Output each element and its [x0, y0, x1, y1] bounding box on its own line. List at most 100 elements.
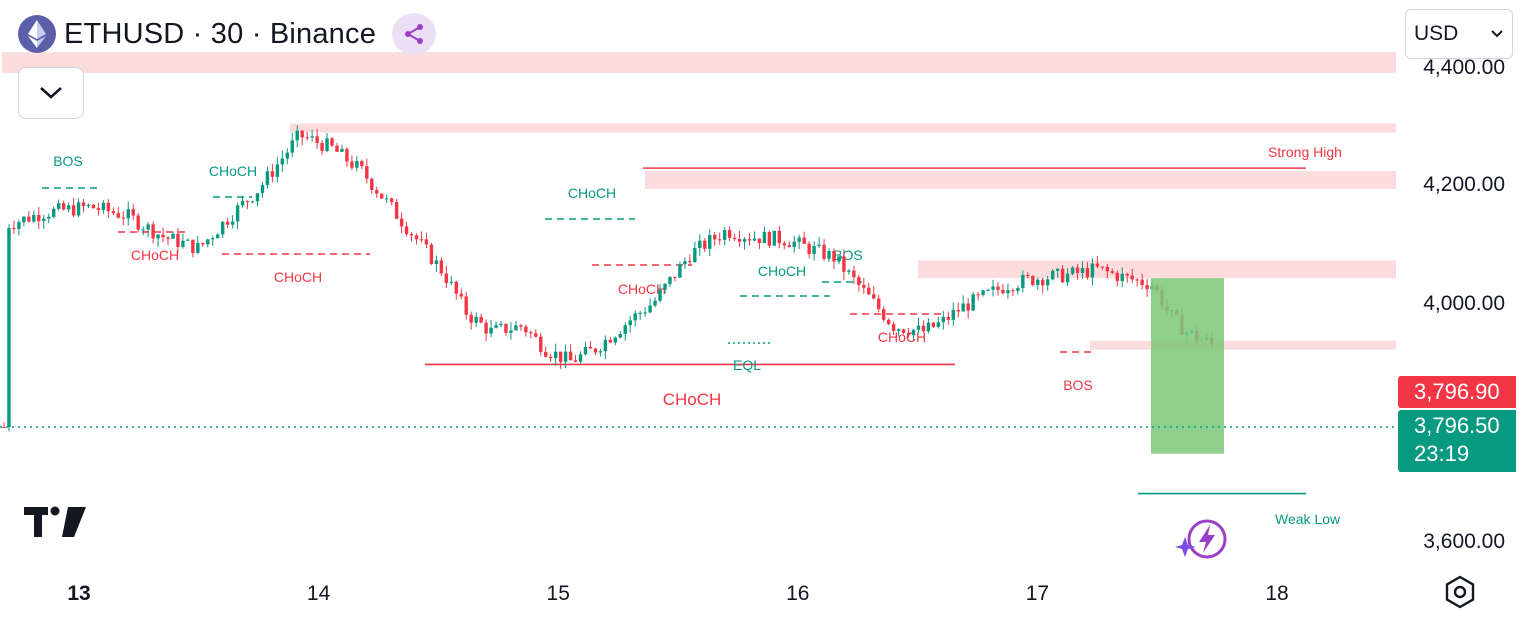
candle-body [7, 227, 11, 428]
symbol-title: ETHUSD · 30 · Binance [64, 17, 377, 50]
collapse-button[interactable] [18, 67, 84, 119]
candle-body [211, 238, 215, 240]
candle-body [573, 360, 578, 362]
settings-icon[interactable] [1443, 574, 1477, 615]
tradingview-logo[interactable] [24, 505, 88, 544]
candle-body [260, 184, 265, 194]
candle-body [1026, 275, 1030, 277]
y-axis-tick-label: 4,200.00 [1423, 173, 1505, 196]
candle-body [56, 203, 61, 209]
candle-body [499, 323, 503, 326]
candle-body [360, 161, 364, 167]
candle-body [270, 171, 275, 177]
candle-body [946, 316, 950, 320]
candle-body [961, 303, 965, 312]
candle-body [693, 248, 697, 263]
candle-body [414, 235, 419, 240]
candle-body [126, 209, 130, 219]
candle-body [106, 202, 111, 212]
candle-body [986, 289, 990, 291]
structure-label: CHoCH [209, 163, 257, 179]
candle-body [832, 251, 836, 262]
candle-body [797, 237, 801, 242]
candle-body [539, 336, 543, 352]
candle-body [752, 238, 757, 241]
candle-body [424, 239, 429, 245]
candle-body [22, 216, 26, 223]
candle-body [37, 214, 41, 222]
candle-body [737, 239, 742, 242]
candle-body [673, 276, 677, 278]
candle-body [563, 351, 568, 362]
candle-body [623, 325, 627, 334]
x-axis-tick-label: 14 [307, 582, 331, 605]
candle-body [335, 145, 339, 152]
candle-body [161, 234, 165, 238]
currency-select[interactable]: USD [1405, 9, 1513, 59]
candle-body [1001, 289, 1005, 294]
candle-body [802, 237, 806, 244]
candle-body [429, 244, 434, 265]
candle-body [235, 205, 240, 222]
candle-body [842, 256, 846, 272]
candle-body [305, 137, 309, 139]
candle-body [514, 325, 518, 331]
candle-body [1095, 263, 1100, 267]
symbol-header: ETHUSD · 30 · Binance [18, 13, 437, 55]
candle-body [956, 309, 960, 312]
candle-body [534, 333, 538, 337]
candle-body [300, 130, 304, 138]
candle-body [384, 198, 389, 200]
candle-body [394, 202, 399, 219]
candle-body [345, 148, 349, 162]
candle-body [906, 332, 911, 336]
candle-body [1021, 275, 1025, 289]
candle-body [66, 205, 71, 210]
candle-body [713, 235, 717, 240]
share-icon[interactable] [392, 13, 437, 55]
level-label: CHoCH [663, 390, 722, 409]
candle-body [479, 316, 483, 323]
candle-body [772, 230, 777, 246]
structure-label: CHoCH [758, 263, 806, 279]
candle-body [628, 320, 632, 326]
lightning-icon[interactable] [1175, 515, 1231, 566]
candle-body [668, 276, 672, 284]
candle-body [991, 286, 995, 290]
candle-body [1085, 268, 1090, 278]
candle-body [399, 218, 404, 227]
candle-body [290, 140, 294, 153]
candle-body [141, 229, 145, 231]
candle-body [583, 346, 588, 355]
candle-body [1031, 276, 1035, 285]
candle-body [454, 281, 458, 294]
candle-body [1070, 267, 1075, 274]
candle-body [553, 351, 558, 359]
candle-body [688, 261, 692, 263]
candle-body [12, 227, 16, 229]
candle-body [404, 226, 409, 235]
candle-body [976, 294, 980, 296]
candle-body [1115, 272, 1119, 282]
candle-body [81, 202, 86, 207]
candle-body [315, 136, 319, 144]
candle-body [330, 138, 334, 146]
candle-body [747, 239, 752, 241]
candle-body [186, 239, 190, 241]
candle-body [1060, 268, 1065, 283]
candle-body [439, 260, 444, 274]
candle-body [1110, 271, 1115, 273]
candle-body [524, 326, 528, 333]
candle-body [598, 351, 603, 353]
candle-body [886, 319, 891, 325]
long-position-box [1151, 278, 1224, 454]
candle-body [881, 309, 886, 320]
candle-body [116, 213, 121, 218]
candle-body [131, 209, 135, 216]
candle-body [340, 148, 344, 152]
candle-body [176, 233, 180, 247]
candle-body [76, 202, 81, 216]
candle-body [1011, 290, 1015, 292]
candle-body [275, 164, 280, 177]
